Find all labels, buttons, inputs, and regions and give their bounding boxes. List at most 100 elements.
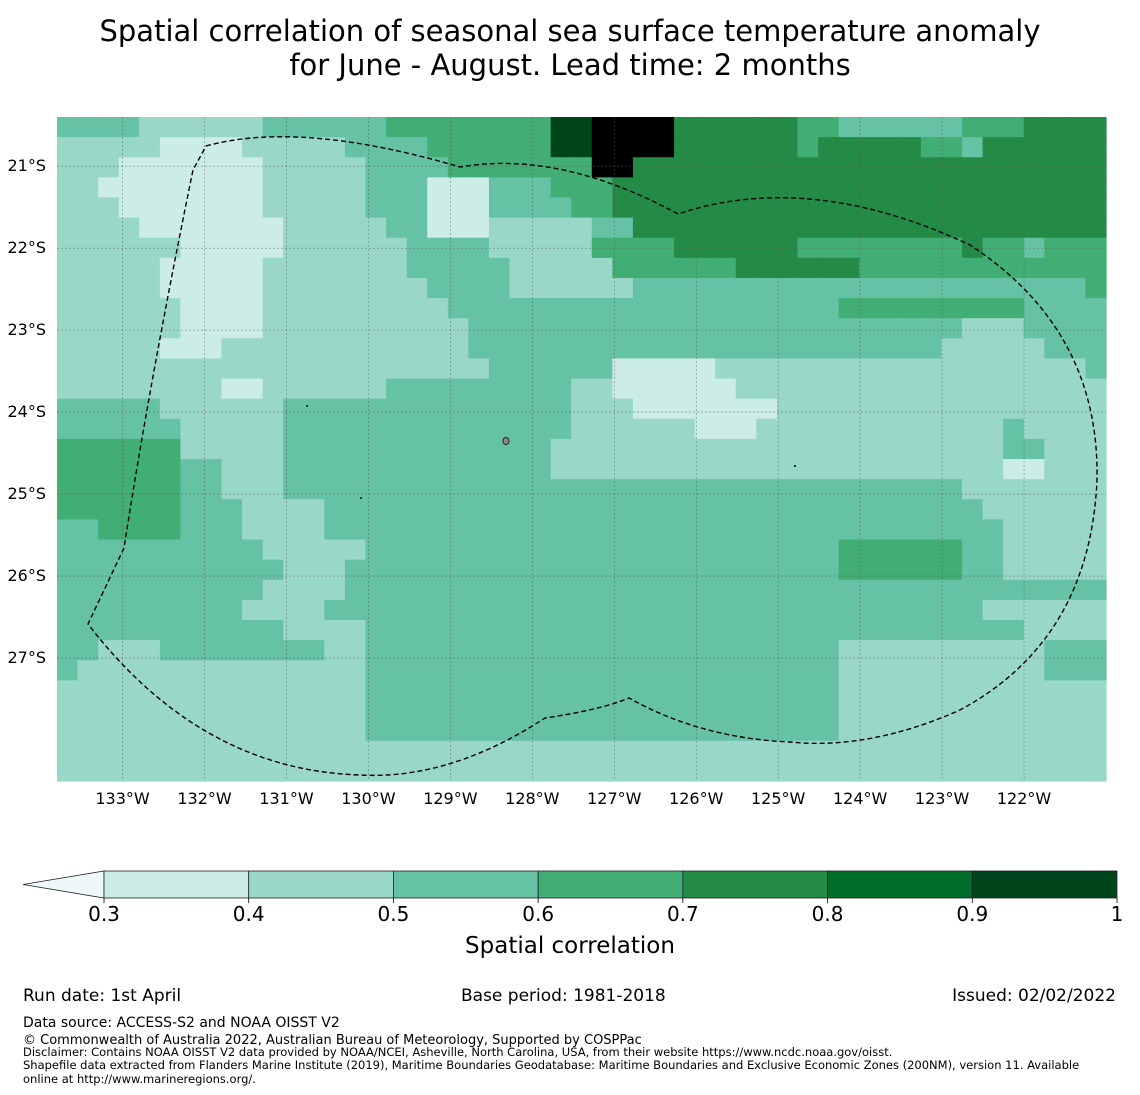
- grid-cell: [1023, 499, 1045, 521]
- colorbar-tick-label: 1: [1110, 902, 1124, 926]
- grid-cell: [200, 378, 223, 400]
- grid-cell: [242, 519, 264, 541]
- grid-cell: [77, 620, 99, 641]
- grid-cell: [571, 398, 593, 420]
- grid-cell: [365, 298, 387, 319]
- grid-cell: [1085, 459, 1107, 480]
- grid-cell: [1023, 338, 1045, 360]
- grid-cell: [900, 640, 922, 661]
- grid-cell: [1085, 257, 1107, 279]
- grid-cell: [920, 338, 943, 360]
- grid-cell: [797, 640, 819, 661]
- grid-cell: [324, 720, 346, 742]
- grid-cell: [488, 398, 511, 420]
- grid-cell: [77, 559, 99, 581]
- grid-cell: [200, 217, 223, 239]
- grid-cell: [694, 499, 716, 521]
- grid-cell: [386, 760, 408, 782]
- grid-cell: [962, 117, 984, 138]
- grid-cell: [57, 398, 79, 420]
- grid-cell: [159, 599, 182, 621]
- grid-cell: [118, 398, 140, 420]
- grid-cell: [427, 760, 449, 782]
- grid-cell: [118, 700, 140, 722]
- grid-cell: [77, 438, 99, 460]
- grid-cell: [447, 760, 469, 782]
- grid-cell: [941, 760, 963, 782]
- grid-cell: [509, 499, 531, 521]
- grid-cell: [386, 277, 408, 299]
- grid-cell: [715, 559, 737, 581]
- grid-cell: [1064, 499, 1087, 521]
- grid-cell: [591, 358, 613, 380]
- grid-cell: [530, 579, 552, 601]
- grid-cell: [879, 257, 901, 279]
- grid-cell: [57, 217, 79, 239]
- grid-cell: [468, 499, 490, 521]
- grid-cell: [920, 137, 943, 158]
- grid-cell: [324, 418, 346, 440]
- grid-cell: [900, 760, 922, 782]
- grid-cell: [159, 137, 182, 158]
- grid-cell: [1023, 117, 1045, 138]
- grid-cell: [221, 559, 243, 581]
- latitude-label: 23°S: [7, 320, 46, 340]
- grid-cell: [735, 640, 757, 661]
- grid-cell: [1044, 680, 1066, 702]
- grid-cell: [941, 539, 963, 561]
- grid-cell: [962, 137, 984, 158]
- islands: [306, 405, 796, 499]
- grid-cell: [694, 137, 716, 158]
- grid-cell: [571, 519, 593, 541]
- grid-cell: [344, 418, 367, 440]
- grid-cell: [488, 137, 511, 158]
- grid-cell: [447, 197, 469, 219]
- grid-cell: [735, 217, 757, 239]
- grid-cell: [920, 298, 943, 319]
- grid-cell: [98, 720, 120, 742]
- grid-cell: [632, 257, 655, 279]
- grid-cell: [283, 620, 305, 641]
- grid-cell: [735, 519, 757, 541]
- grid-cell: [776, 137, 799, 158]
- grid-cell: [900, 479, 922, 500]
- grid-cell: [57, 640, 79, 661]
- grid-cell: [1064, 640, 1087, 661]
- grid-cell: [488, 237, 511, 259]
- grid-cell: [283, 459, 305, 480]
- grid-cell: [447, 539, 469, 561]
- grid-cell: [612, 499, 634, 521]
- colorbar-tick-label: 0.7: [666, 902, 699, 926]
- grid-cell: [859, 298, 881, 319]
- grid-cell: [262, 640, 284, 661]
- grid-cell: [941, 378, 963, 400]
- grid-cell: [242, 277, 264, 299]
- grid-cell: [200, 137, 223, 158]
- grid-cell: [365, 157, 387, 178]
- grid-cell: [77, 760, 99, 782]
- grid-cell: [159, 318, 182, 339]
- chart-title: Spatial correlation of seasonal sea surf…: [0, 14, 1140, 82]
- grid-cell: [344, 237, 367, 259]
- colorbar-bin: [248, 870, 394, 899]
- grid-cell: [324, 257, 346, 279]
- grid-cell: [982, 559, 1004, 581]
- grid-cell: [488, 680, 511, 702]
- grid-cell: [920, 398, 943, 420]
- grid-cell: [530, 438, 552, 460]
- grid-cell: [550, 700, 572, 722]
- grid-cell: [982, 459, 1004, 480]
- grid-cell: [632, 620, 655, 641]
- grid-cell: [612, 640, 634, 661]
- grid-cell: [982, 157, 1004, 178]
- grid-cell: [859, 137, 881, 158]
- grid-cell: [118, 499, 140, 521]
- grid-cell: [838, 519, 860, 541]
- grid-cell: [365, 539, 387, 561]
- grid-cell: [571, 257, 593, 279]
- grid-cell: [776, 257, 799, 279]
- grid-cell: [818, 680, 840, 702]
- grid-cell: [1023, 378, 1045, 400]
- grid-cell: [838, 398, 860, 420]
- grid-cell: [756, 117, 778, 138]
